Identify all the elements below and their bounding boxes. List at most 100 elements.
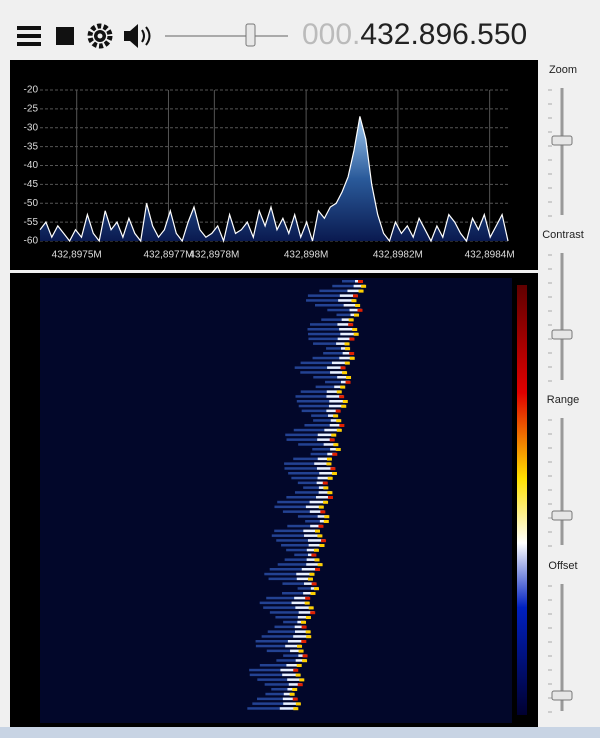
trace-core <box>295 659 307 662</box>
trace-peak <box>305 630 311 634</box>
trace-glow <box>256 697 297 701</box>
trace-peak <box>307 577 313 581</box>
trace-core <box>317 476 332 480</box>
trace-peak <box>342 371 348 375</box>
menu-button[interactable] <box>17 26 41 46</box>
trace-glow <box>255 640 306 643</box>
trace-core <box>296 577 312 581</box>
trace-core <box>323 443 338 446</box>
trace-core <box>328 404 346 408</box>
trace-peak <box>353 332 359 336</box>
settings-button[interactable] <box>87 23 113 49</box>
y-tick-label: -40 <box>24 160 39 171</box>
trace-core <box>293 635 311 638</box>
trace-core <box>283 692 294 696</box>
trace-glow <box>288 472 336 475</box>
trace-core <box>303 529 320 533</box>
trace-glow <box>261 635 311 638</box>
trace-glow <box>300 390 341 393</box>
slider-label: Range <box>547 394 579 406</box>
stop-button[interactable] <box>56 27 74 45</box>
trace-peak <box>358 289 364 293</box>
trace-peak <box>355 304 361 307</box>
slider-thumb[interactable] <box>551 690 573 701</box>
trace-glow <box>305 520 328 523</box>
trace-peak <box>339 424 345 427</box>
trace-glow <box>259 601 309 605</box>
trace-core <box>304 582 316 585</box>
trace-glow <box>312 448 340 451</box>
trace-glow <box>293 428 341 432</box>
trace-glow <box>285 433 336 437</box>
trace-glow <box>259 664 301 667</box>
trace-peak <box>317 563 323 567</box>
trace-peak <box>311 582 317 586</box>
trace-core <box>339 328 357 331</box>
trace-peak <box>348 323 354 327</box>
trace-peak <box>302 659 308 663</box>
trace-glow <box>313 419 341 422</box>
frequency-display[interactable]: 000.432.896.550 <box>302 18 527 51</box>
trace-core <box>280 668 298 672</box>
trace-glow <box>266 596 310 600</box>
y-tick-label: -20 <box>24 85 39 96</box>
trace-peak <box>295 673 301 677</box>
trace-core <box>301 568 320 571</box>
taskbar <box>0 727 600 738</box>
trace-glow <box>275 616 310 619</box>
trace-core <box>305 505 323 509</box>
slider-thumb[interactable] <box>551 329 573 340</box>
trace-peak <box>298 649 304 653</box>
slider-thumb[interactable] <box>551 510 573 521</box>
trace-peak <box>309 572 315 576</box>
trace-glow <box>291 476 332 480</box>
trace-peak <box>324 515 330 519</box>
slider-thumb[interactable] <box>551 135 573 146</box>
trace-peak <box>308 606 314 610</box>
trace-core <box>326 409 340 413</box>
trace-peak <box>349 352 355 355</box>
x-tick-label: 432,8978M <box>189 250 239 261</box>
trace-peak <box>289 692 295 696</box>
trace-core <box>288 683 302 686</box>
volume-thumb[interactable] <box>245 23 256 47</box>
trace-peak <box>318 524 324 528</box>
trace-glow <box>283 654 307 657</box>
trace-glow <box>294 366 345 369</box>
trace-glow <box>313 342 349 345</box>
trace-core <box>317 433 336 437</box>
trace-glow <box>323 352 354 355</box>
trace-glow <box>304 424 344 427</box>
trace-core <box>334 385 345 389</box>
trace-core <box>283 702 300 705</box>
trace-core <box>308 544 324 547</box>
trace-peak <box>306 635 312 639</box>
trace-peak <box>342 400 348 403</box>
trace-core <box>324 428 341 432</box>
trace-peak <box>292 697 298 701</box>
trace-glow <box>263 606 313 609</box>
trace-glow <box>307 294 357 297</box>
trace-glow <box>332 284 366 288</box>
trace-peak <box>335 409 341 413</box>
trace-peak <box>348 318 354 322</box>
trace-peak <box>322 481 328 485</box>
trace-core <box>336 342 349 345</box>
trace-core <box>329 424 344 427</box>
trace-glow <box>308 337 354 341</box>
trace-glow <box>319 289 363 293</box>
trace-core <box>279 707 298 710</box>
trace-peak <box>301 620 307 624</box>
trace-peak <box>314 558 320 562</box>
spectrum-area <box>40 116 508 241</box>
trace-glow <box>274 529 320 533</box>
trace-peak <box>313 548 319 552</box>
audio-button[interactable] <box>124 24 151 48</box>
trace-glow <box>295 395 344 398</box>
trace-peak <box>321 539 327 543</box>
trace-glow <box>297 481 327 485</box>
trace-peak <box>333 414 339 418</box>
trace-peak <box>327 476 333 480</box>
